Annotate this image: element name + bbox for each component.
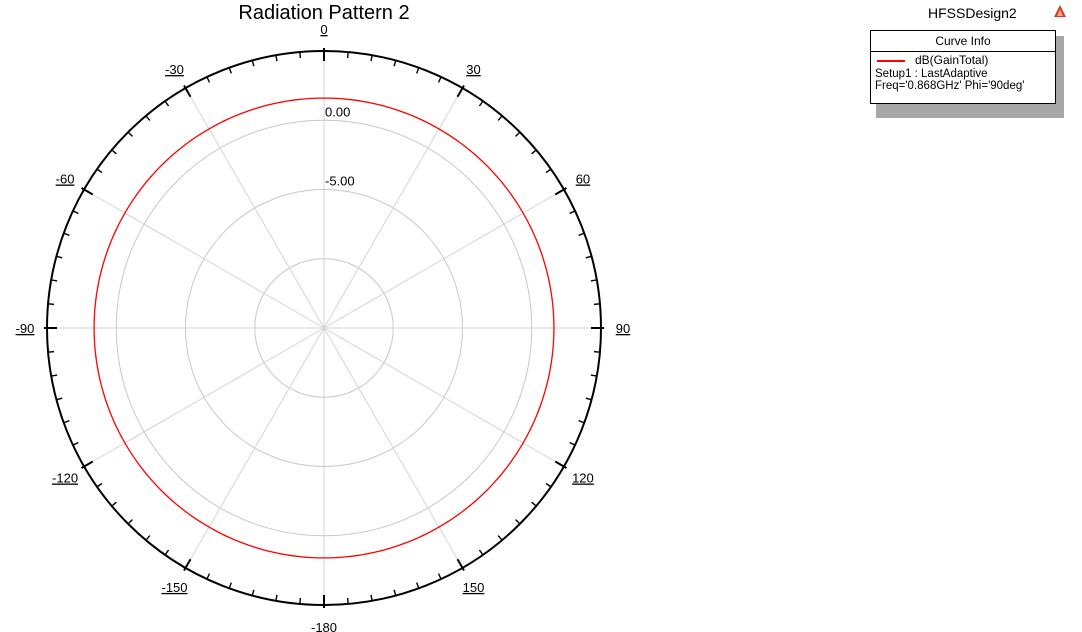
tick-mark xyxy=(111,149,117,155)
angle-tick-label: -120 xyxy=(52,471,78,486)
tick-mark xyxy=(416,582,420,589)
tick-mark xyxy=(569,441,576,446)
tick-mark xyxy=(96,168,103,174)
angle-tick-label: -30 xyxy=(165,62,184,77)
design-name: HFSSDesign2 xyxy=(928,5,1017,21)
tick-mark xyxy=(63,420,70,424)
legend-entry[interactable]: dB(GainTotal) xyxy=(871,52,1055,68)
tick-mark xyxy=(370,55,373,62)
tick-mark xyxy=(206,76,211,83)
angle-tick-label: -180 xyxy=(311,620,337,632)
tick-mark xyxy=(63,232,70,236)
angle-tick-label: 90 xyxy=(616,321,630,336)
tick-mark xyxy=(228,67,232,74)
tick-mark xyxy=(56,397,63,401)
polar-plot[interactable]: 0 30 60 90 120 150 -180 -150 -120 -90 -60 -30 0.00 -… xyxy=(0,0,648,632)
radial-tick-label: -5.00 xyxy=(325,174,355,189)
angle-tick-label: 60 xyxy=(576,172,590,187)
tick-mark xyxy=(47,303,55,306)
legend[interactable]: Curve Info dB(GainTotal) Setup1 : LastAd… xyxy=(870,30,1056,104)
tick-mark xyxy=(416,67,420,74)
radial-labels: 0.00 -5.00 xyxy=(325,104,355,188)
legend-header: Curve Info xyxy=(871,31,1055,52)
tick-mark xyxy=(437,573,442,580)
tick-mark xyxy=(585,255,592,259)
tick-mark xyxy=(545,168,552,174)
tick-mark xyxy=(478,549,484,556)
grid-spoke xyxy=(323,327,463,569)
tick-mark xyxy=(531,501,537,507)
grid-spoke xyxy=(185,327,325,569)
tick-mark xyxy=(251,589,255,596)
grid-spoke xyxy=(323,87,463,329)
tick-mark xyxy=(299,597,302,605)
tick-mark xyxy=(275,594,278,601)
tick-mark xyxy=(164,549,170,556)
legend-freq-line: Freq='0.868GHz' Phi='90deg' xyxy=(875,80,1025,92)
angle-tick-label: -150 xyxy=(161,580,187,595)
tick-mark xyxy=(56,255,63,259)
grid-spoke xyxy=(83,327,325,467)
tick-mark xyxy=(346,51,349,59)
tick-mark xyxy=(497,535,503,541)
curves xyxy=(93,97,555,559)
angle-tick-label: 0 xyxy=(320,22,327,37)
tick-mark xyxy=(393,60,397,67)
tick-mark xyxy=(569,210,576,215)
tick-mark xyxy=(275,55,278,62)
tick-mark xyxy=(578,420,585,424)
tick-mark xyxy=(590,374,597,377)
tick-mark xyxy=(228,582,232,589)
tick-mark xyxy=(51,374,58,377)
ansys-logo-icon xyxy=(1054,5,1066,17)
tick-mark xyxy=(145,535,151,541)
tick-mark xyxy=(145,115,151,121)
tick-mark xyxy=(593,303,601,306)
radial-tick-label: 0.00 xyxy=(325,104,350,119)
tick-mark xyxy=(72,210,79,215)
angle-tick-label: -90 xyxy=(16,321,35,336)
tick-mark xyxy=(437,76,442,83)
chart-title: Radiation Pattern 2 xyxy=(238,2,410,24)
grid-spoke xyxy=(323,189,565,329)
tick-mark xyxy=(251,60,255,67)
series-line xyxy=(93,97,555,559)
tick-mark xyxy=(585,397,592,401)
outer-ring xyxy=(46,50,602,606)
tick-mark xyxy=(593,350,601,353)
legend-swatch xyxy=(877,60,905,62)
angle-tick-label: 120 xyxy=(572,471,594,486)
legend-setup-line: Setup1 : LastAdaptive xyxy=(875,68,988,80)
tick-mark xyxy=(346,597,349,605)
tick-mark xyxy=(393,589,397,596)
tick-mark xyxy=(545,482,552,488)
tick-mark xyxy=(578,232,585,236)
grid-spoke xyxy=(185,87,325,329)
tick-mark xyxy=(51,279,58,282)
tick-mark xyxy=(96,482,103,488)
angle-labels: 0 30 60 90 120 150 -180 -150 -120 -90 -60 -30 xyxy=(16,22,631,632)
tick-mark xyxy=(206,573,211,580)
tick-mark xyxy=(590,279,597,282)
angle-tick-label: -60 xyxy=(56,172,75,187)
angle-tick-label: 30 xyxy=(466,62,480,77)
tick-mark xyxy=(531,149,537,155)
grid-spoke xyxy=(83,189,325,329)
tick-mark xyxy=(164,100,170,107)
tick-mark xyxy=(478,100,484,107)
tick-mark xyxy=(111,501,117,507)
tick-mark xyxy=(497,115,503,121)
tick-mark xyxy=(72,441,79,446)
tick-mark xyxy=(299,51,302,59)
tick-mark xyxy=(47,350,55,353)
legend-series-name: dB(GainTotal) xyxy=(915,53,989,67)
grid-spoke xyxy=(323,327,565,467)
polar-grid xyxy=(47,51,601,605)
angle-tick-label: 150 xyxy=(463,580,485,595)
tick-mark xyxy=(370,594,373,601)
